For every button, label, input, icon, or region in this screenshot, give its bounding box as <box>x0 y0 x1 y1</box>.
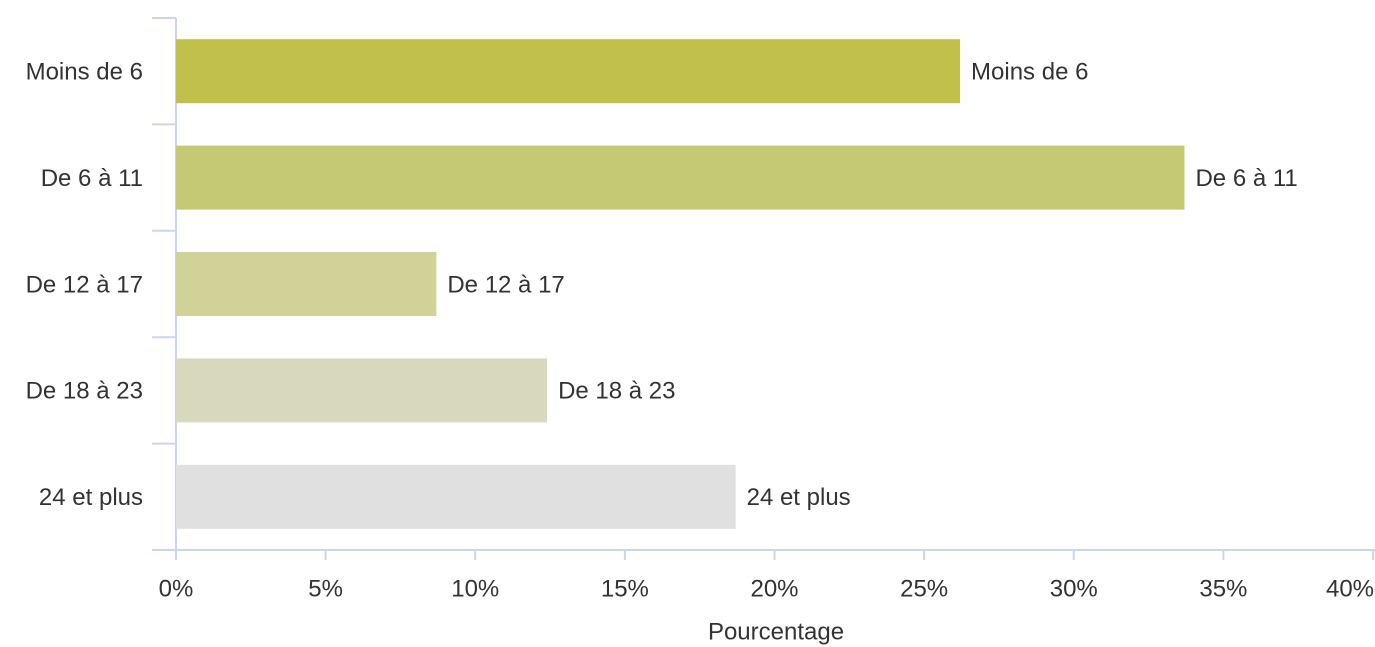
x-tick-label: 5% <box>308 575 343 602</box>
x-tick-label: 10% <box>451 575 499 602</box>
y-tick-label: De 12 à 17 <box>26 271 143 298</box>
y-tick-label: Moins de 6 <box>26 59 143 86</box>
x-tick-label: 25% <box>900 575 948 602</box>
x-axis-title: Pourcentage <box>708 618 844 645</box>
data-label: De 18 à 23 <box>558 378 675 405</box>
bar <box>176 39 961 104</box>
x-tick-label: 30% <box>1050 575 1098 602</box>
x-tick-label: 35% <box>1199 575 1247 602</box>
data-label: Moins de 6 <box>971 59 1088 86</box>
bar <box>176 145 1185 210</box>
data-label: De 12 à 17 <box>447 271 564 298</box>
y-tick-label: De 6 à 11 <box>41 165 143 192</box>
bar <box>176 358 548 423</box>
data-label: De 6 à 11 <box>1195 165 1297 192</box>
x-tick-label: 0% <box>159 575 194 602</box>
y-tick-label: 24 et plus <box>39 484 143 511</box>
x-tick-label: 15% <box>601 575 649 602</box>
bar <box>176 464 736 529</box>
x-tick-label: 20% <box>750 575 798 602</box>
bar <box>176 252 437 316</box>
data-label: 24 et plus <box>747 484 851 511</box>
y-tick-label: De 18 à 23 <box>26 378 143 405</box>
x-tick-label: 40% <box>1326 575 1374 602</box>
